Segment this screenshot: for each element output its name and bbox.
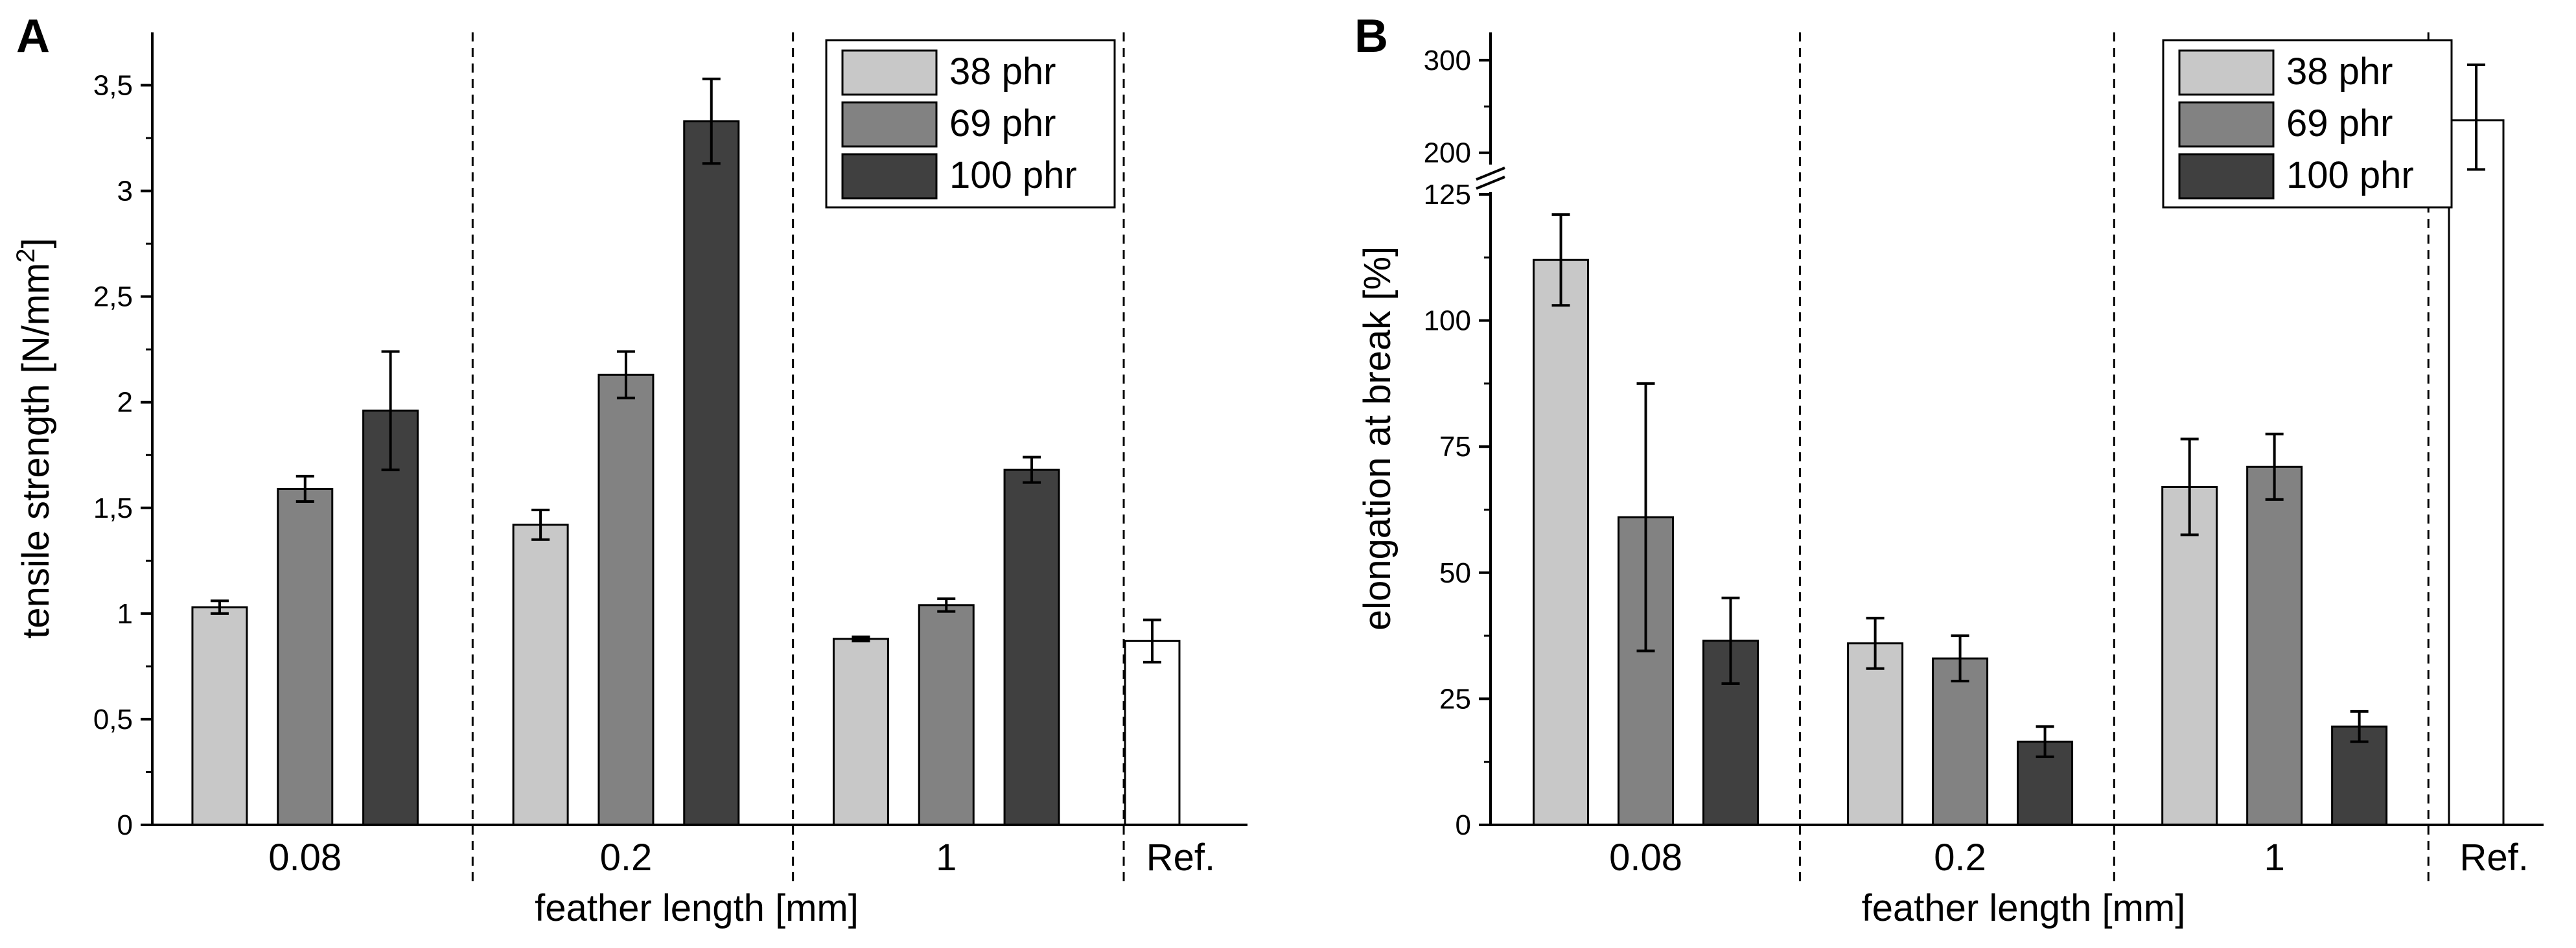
y-axis-title-end: ] [15, 238, 57, 248]
y-tick-label: 3,5 [93, 70, 133, 102]
y-tick-label: 2 [117, 387, 133, 419]
y-tick-label: 100 [1424, 305, 1471, 337]
panel-letter: B [1354, 10, 1388, 62]
panel-B: B 0 25 50 75 100 125 200 300 0.08 0.2 1 Ref. feather … [1354, 10, 2544, 929]
y-axis-title-sup: 2 [12, 248, 40, 262]
y-axis-title-main: tensile strength [N/mm [15, 263, 57, 639]
bar-0.08-100phr [362, 410, 419, 826]
y-tick-label: 2,5 [93, 281, 133, 313]
y-tick-label: 3 [117, 176, 133, 207]
x-group-label: 1 [2264, 837, 2285, 879]
legend-label: 69 phr [2286, 102, 2393, 145]
legend-swatch [2178, 101, 2275, 148]
panel-letter: A [16, 10, 50, 62]
x-group-label: 0.08 [1609, 837, 1682, 879]
y-tick-label: 200 [1424, 137, 1471, 169]
legend-swatch [841, 101, 938, 148]
x-group-label: 0.2 [600, 837, 653, 879]
axis-break-mark [1476, 176, 1505, 190]
bar-0.2-38phr [1847, 642, 1904, 826]
bar-0.2-69phr [598, 373, 655, 826]
x-group-label: 0.2 [1934, 837, 1986, 879]
y-tick-label: 125 [1424, 179, 1471, 211]
legend-label: 100 phr [2286, 154, 2414, 196]
x-axis-title: feather length [mm] [535, 887, 859, 929]
bar-1-69phr [2246, 465, 2303, 826]
x-group-label: Ref. [2459, 837, 2528, 879]
y-axis-title: tensile strength [N/mm2] [12, 238, 57, 639]
legend-swatch [841, 49, 938, 96]
bar-0.2-100phr [683, 120, 740, 826]
bar-0.08-69phr [277, 487, 334, 826]
x-group-label: Ref. [1146, 837, 1215, 879]
legend-label: 69 phr [949, 102, 1056, 145]
bar-1-38phr [832, 638, 889, 826]
legend-swatch [841, 153, 938, 200]
bar-0.08-38phr [1533, 259, 1590, 826]
y-axis-title-main: elongation at break [%] [1356, 246, 1398, 630]
x-group-label: 0.08 [268, 837, 342, 879]
legend: 38 phr 69 phr 100 phr [825, 39, 1116, 209]
bar-Ref.-Ref. [1124, 640, 1181, 826]
bar-1-100phr [1003, 468, 1060, 826]
y-tick-label: 0,5 [93, 704, 133, 735]
y-tick-label: 1 [117, 598, 133, 630]
y-tick-label: 1,5 [93, 492, 133, 524]
bar-0.2-38phr [512, 524, 569, 826]
y-axis-title: elongation at break [%] [1356, 246, 1398, 630]
x-group-label: 1 [936, 837, 957, 879]
bar-1-69phr [918, 604, 975, 826]
y-tick-label: 0 [1456, 809, 1471, 841]
y-tick-label: 300 [1424, 45, 1471, 76]
legend-label: 38 phr [949, 51, 1056, 93]
bar-0.08-38phr [191, 606, 248, 826]
bar-1-38phr [2161, 485, 2218, 826]
bar-Ref.-Ref. [2448, 119, 2505, 826]
legend: 38 phr 69 phr 100 phr [2162, 39, 2453, 209]
y-tick-label: 25 [1439, 683, 1471, 715]
legend-swatch [2178, 49, 2275, 96]
legend-swatch [2178, 153, 2275, 200]
panel-A: A 0 0,5 1 1,5 2 2,5 3 3,5 0.08 0.2 1 Ref. feather len… [12, 10, 1247, 929]
legend-label: 100 phr [949, 154, 1077, 196]
x-axis-title: feather length [mm] [1862, 887, 2186, 929]
bar-0.2-69phr [1932, 657, 1989, 826]
y-tick-label: 50 [1439, 557, 1471, 589]
axis-break-mark [1476, 167, 1505, 181]
legend-label: 38 phr [2286, 51, 2393, 93]
y-tick-label: 0 [117, 809, 133, 841]
y-tick-label: 75 [1439, 431, 1471, 463]
